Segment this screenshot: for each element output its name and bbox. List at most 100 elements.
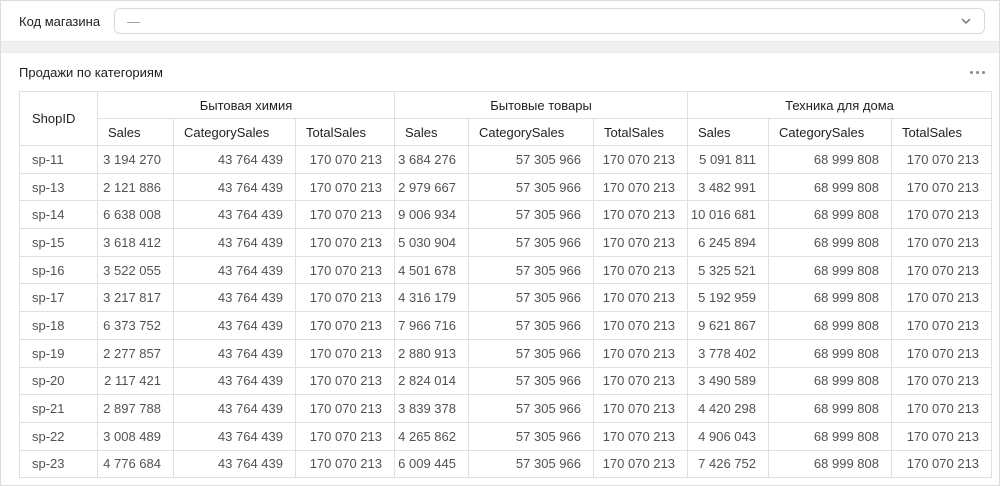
value-cell: 43 764 439 [173,311,296,340]
value-cell: 2 880 913 [394,338,469,368]
value-cell: 57 305 966 [468,338,594,368]
table-row: sp-20 2 117 421 43 764 439 170 070 213 2 824… [19,366,993,396]
value-cell: 43 764 439 [173,366,296,396]
column-header-shopid[interactable]: ShopID [19,91,98,146]
table-row: sp-17 3 217 817 43 764 439 170 070 213 4 316… [19,283,993,313]
value-cell: 57 305 966 [468,145,594,174]
value-cell: 170 070 213 [890,394,993,423]
value-cell: 4 906 043 [687,421,769,451]
column-header-categorysales[interactable]: CategorySales [173,118,296,146]
value-cell: 170 070 213 [890,421,993,451]
shop-id-cell: sp-22 [19,421,98,451]
value-cell: 10 016 681 [687,200,769,230]
column-header-sales[interactable]: Sales [687,118,769,146]
value-cell: 3 217 817 [97,283,174,313]
value-cell: 4 501 678 [394,255,469,285]
column-header-sales[interactable]: Sales [394,118,469,146]
value-cell: 68 999 808 [768,366,892,396]
value-cell: 57 305 966 [468,449,594,479]
value-cell: 68 999 808 [768,311,892,340]
value-cell: 170 070 213 [295,394,395,423]
value-cell: 170 070 213 [890,145,993,174]
value-cell: 68 999 808 [768,200,892,230]
value-cell: 170 070 213 [593,145,688,174]
store-code-select[interactable]: — [114,8,985,34]
category-group-header: Бытовые товары [394,91,688,119]
value-cell: 57 305 966 [468,394,594,423]
store-code-select-value: — [127,13,141,29]
value-cell: 170 070 213 [593,311,688,340]
value-cell: 43 764 439 [173,283,296,313]
value-cell: 170 070 213 [295,366,395,396]
value-cell: 43 764 439 [173,449,296,479]
value-cell: 43 764 439 [173,228,296,257]
value-cell: 3 839 378 [394,394,469,423]
shop-id-cell: sp-17 [19,283,98,313]
column-header-sales[interactable]: Sales [97,118,174,146]
column-header-totalsales[interactable]: TotalSales [890,118,993,146]
column-header-categorysales[interactable]: CategorySales [468,118,594,146]
widget-menu-button[interactable] [966,65,989,80]
table-row: sp-13 2 121 886 43 764 439 170 070 213 2 979… [19,172,993,202]
value-cell: 5 325 521 [687,255,769,285]
value-cell: 170 070 213 [890,172,993,202]
table-row: sp-19 2 277 857 43 764 439 170 070 213 2 880… [19,338,993,368]
column-header-totalsales[interactable]: TotalSales [593,118,688,146]
table-row: sp-18 6 373 752 43 764 439 170 070 213 7 966… [19,311,993,340]
value-cell: 6 009 445 [394,449,469,479]
value-cell: 170 070 213 [890,200,993,230]
value-cell: 68 999 808 [768,283,892,313]
category-group-header: Бытовая химия [97,91,395,119]
value-cell: 68 999 808 [768,145,892,174]
value-cell: 170 070 213 [593,255,688,285]
value-cell: 68 999 808 [768,255,892,285]
value-cell: 170 070 213 [593,172,688,202]
ellipsis-icon [970,70,973,74]
table-row: sp-15 3 618 412 43 764 439 170 070 213 5 030… [19,228,993,257]
column-header-totalsales[interactable]: TotalSales [295,118,395,146]
value-cell: 170 070 213 [295,311,395,340]
value-cell: 43 764 439 [173,338,296,368]
value-cell: 170 070 213 [593,421,688,451]
value-cell: 9 006 934 [394,200,469,230]
column-header-categorysales[interactable]: CategorySales [768,118,892,146]
value-cell: 170 070 213 [593,338,688,368]
card-header: Продажи по категориям [19,53,989,91]
value-cell: 3 008 489 [97,421,174,451]
value-cell: 4 265 862 [394,421,469,451]
filter-bar: Код магазина — [1,1,999,41]
value-cell: 43 764 439 [173,145,296,174]
value-cell: 68 999 808 [768,449,892,479]
store-code-filter-label: Код магазина [19,13,101,29]
value-cell: 43 764 439 [173,200,296,230]
group-header-row: ShopID Бытовая химия Бытовые товары Техн… [19,91,993,146]
value-cell: 3 194 270 [97,145,174,174]
value-cell: 68 999 808 [768,421,892,451]
value-cell: 57 305 966 [468,228,594,257]
value-cell: 170 070 213 [593,283,688,313]
category-group-header: Техника для дома [686,91,993,119]
value-cell: 170 070 213 [593,394,688,423]
value-cell: 5 091 811 [687,145,769,174]
shop-id-cell: sp-23 [19,449,98,479]
value-cell: 170 070 213 [593,228,688,257]
chevron-down-icon [958,13,974,29]
sales-table: ShopID Бытовая химия Бытовые товары Техн… [19,91,993,479]
value-cell: 170 070 213 [295,200,395,230]
value-cell: 57 305 966 [468,200,594,230]
value-cell: 3 778 402 [687,338,769,368]
value-cell: 170 070 213 [295,228,395,257]
value-cell: 3 522 055 [97,255,174,285]
value-cell: 68 999 808 [768,228,892,257]
shop-id-cell: sp-18 [19,311,98,340]
value-cell: 2 824 014 [394,366,469,396]
value-cell: 6 245 894 [687,228,769,257]
value-cell: 170 070 213 [593,449,688,479]
value-cell: 2 897 788 [97,394,174,423]
table-row: sp-14 6 638 008 43 764 439 170 070 213 9 006… [19,200,993,230]
shop-id-cell: sp-11 [19,145,98,174]
shop-id-cell: sp-19 [19,338,98,368]
value-cell: 4 776 684 [97,449,174,479]
value-cell: 4 420 298 [687,394,769,423]
